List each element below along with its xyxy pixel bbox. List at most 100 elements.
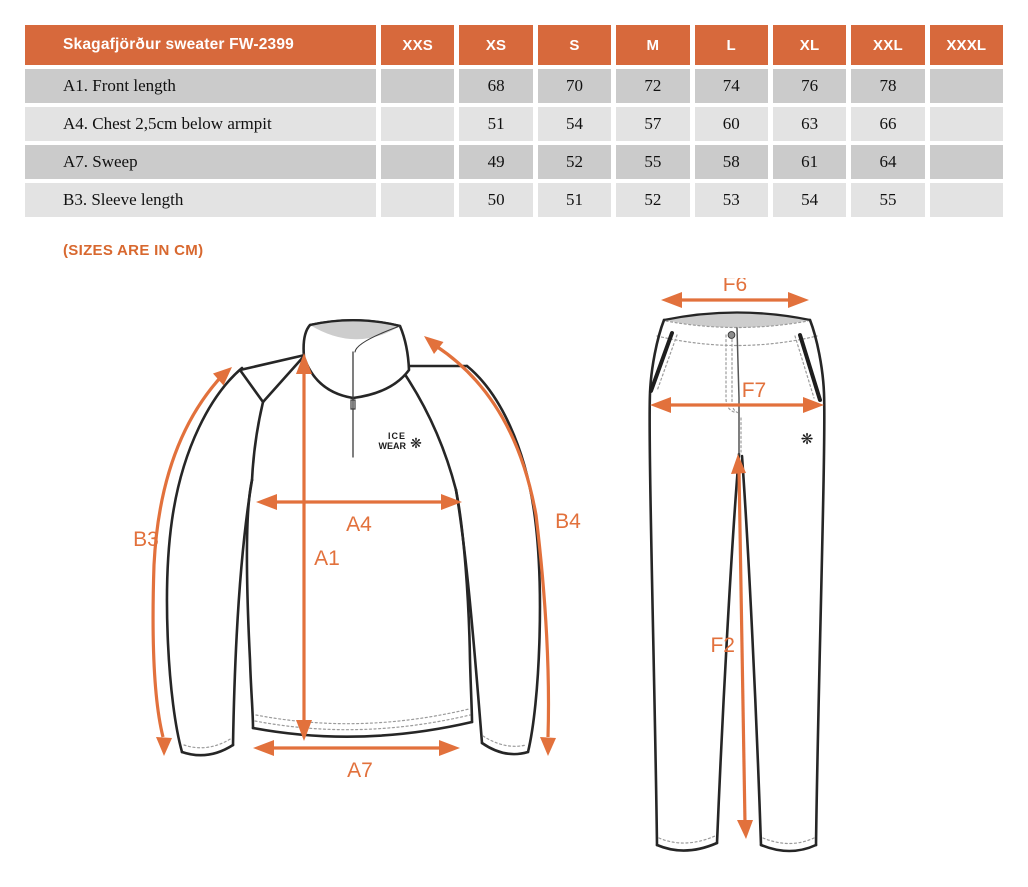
sweater-diagram: ICE WEAR ❋ A1 A4 A7 B3 B4	[133, 318, 581, 782]
value-cell: 50	[459, 183, 533, 217]
left-leg-hem	[655, 841, 719, 852]
row-label-cell: B3. Sleeve length	[25, 183, 376, 217]
left-cuff-line	[180, 743, 235, 757]
dim-label-a7: A7	[347, 759, 373, 782]
right-cuff-stitch	[482, 735, 527, 747]
value-cell: 51	[537, 183, 612, 217]
left-pocket-line	[649, 331, 674, 393]
dim-label-f2: F2	[710, 634, 735, 657]
value-cell: 54	[537, 107, 612, 141]
table-row: A7. Sweep 49 52 55 58 61 64	[25, 145, 1003, 179]
size-col-header-xs: XS	[459, 25, 533, 65]
value-cell: 53	[694, 183, 768, 217]
center-front-seam	[736, 327, 740, 455]
snowflake-icon: ❋	[410, 435, 422, 451]
hem-stitch	[255, 708, 470, 725]
left-pocket-stitch	[656, 334, 678, 392]
fly-stitch-outer	[725, 334, 735, 413]
arrow-a1: A1	[296, 353, 340, 741]
row-label-cell: A7. Sweep	[25, 145, 376, 179]
pants-diagram: ❋ F6 F7 F2	[648, 278, 826, 853]
value-cell: 55	[851, 183, 925, 217]
collar-top-line	[308, 319, 402, 328]
left-shoulder-seam	[238, 353, 307, 372]
size-col-header-m: M	[616, 25, 690, 65]
value-cell: 55	[616, 145, 690, 179]
right-inseam	[740, 454, 763, 847]
right-outseam	[808, 318, 826, 847]
dim-label-b4: B4	[555, 510, 581, 533]
arrow-b4: B4	[424, 336, 581, 756]
value-cell: 64	[851, 145, 925, 179]
value-cell	[381, 145, 455, 179]
left-leg-hem-stitch	[658, 835, 716, 844]
waist-button	[727, 331, 736, 339]
right-leg-hem-stitch	[762, 837, 815, 845]
hem-line	[251, 720, 474, 738]
right-pocket-line	[798, 333, 822, 402]
left-armhole-seam	[250, 400, 265, 482]
table-row: A1. Front length 68 70 72 74 76 78	[25, 69, 1003, 103]
arrow-f2: F2	[710, 454, 753, 839]
value-cell: 74	[694, 69, 768, 103]
value-cell: 70	[537, 69, 612, 103]
arrow-a4: A4	[256, 494, 462, 536]
left-sleeve-outer-line	[165, 366, 244, 754]
fly-stitch	[731, 334, 740, 414]
value-cell	[929, 145, 1003, 179]
value-cell: 76	[772, 69, 847, 103]
row-label-cell: A4. Chest 2,5cm below armpit	[25, 107, 376, 141]
dim-label-a1: A1	[314, 547, 340, 570]
product-title-cell: Skagafjörður sweater FW-2399	[25, 25, 376, 65]
row-label-cell: A1. Front length	[25, 69, 376, 103]
dim-label-b3: B3	[133, 528, 159, 551]
collar-opening-edge	[354, 325, 401, 353]
arrow-f6: F6	[661, 278, 809, 308]
brand-logo: ICE WEAR ❋	[379, 431, 423, 451]
value-cell: 68	[459, 69, 533, 103]
body-right-line	[454, 488, 474, 724]
waist-opening	[664, 312, 810, 328]
value-cell	[929, 107, 1003, 141]
left-cuff-stitch	[183, 737, 233, 749]
value-cell: 51	[459, 107, 533, 141]
body-left-line	[245, 478, 255, 730]
sizes-unit-note: (SIZES ARE IN CM)	[63, 242, 204, 259]
value-cell: 52	[537, 145, 612, 179]
size-col-header-s: S	[537, 25, 612, 65]
right-leg-hem	[759, 843, 818, 853]
brand-text-top: ICE	[388, 431, 406, 441]
value-cell: 78	[851, 69, 925, 103]
size-col-header-xxxl: XXXL	[929, 25, 1003, 65]
value-cell	[381, 183, 455, 217]
value-cell: 63	[772, 107, 847, 141]
value-cell: 66	[851, 107, 925, 141]
snowflake-icon: ❋	[801, 431, 814, 448]
arrow-b3: B3	[133, 367, 232, 756]
value-cell: 57	[616, 107, 690, 141]
value-cell: 52	[616, 183, 690, 217]
left-outseam	[648, 318, 666, 847]
brand-text-bottom: WEAR	[379, 441, 407, 451]
size-chart-header-row: Skagafjörður sweater FW-2399 XXS XS S M …	[25, 25, 1003, 65]
dim-label-f7: F7	[742, 379, 767, 402]
right-raglan-seam	[404, 374, 458, 492]
value-cell	[929, 69, 1003, 103]
value-cell: 61	[772, 145, 847, 179]
size-col-header-xxs: XXS	[381, 25, 455, 65]
size-chart-table: Skagafjörður sweater FW-2399 XXS XS S M …	[20, 21, 1008, 221]
table-row: A4. Chest 2,5cm below armpit 51 54 57 60…	[25, 107, 1003, 141]
dim-label-f6: F6	[723, 278, 748, 296]
value-cell: 54	[772, 183, 847, 217]
table-row: B3. Sleeve length 50 51 52 53 54 55	[25, 183, 1003, 217]
zipper-pull	[350, 399, 356, 410]
left-shoulder-panel-line	[238, 368, 265, 404]
value-cell: 49	[459, 145, 533, 179]
waist-top-line	[662, 311, 812, 322]
hem-stitch	[254, 714, 471, 731]
right-pocket-stitch	[794, 335, 815, 399]
arrow-a7: A7	[253, 740, 460, 782]
right-cuff-line	[480, 741, 530, 756]
size-col-header-xxl: XXL	[851, 25, 925, 65]
value-cell	[381, 107, 455, 141]
